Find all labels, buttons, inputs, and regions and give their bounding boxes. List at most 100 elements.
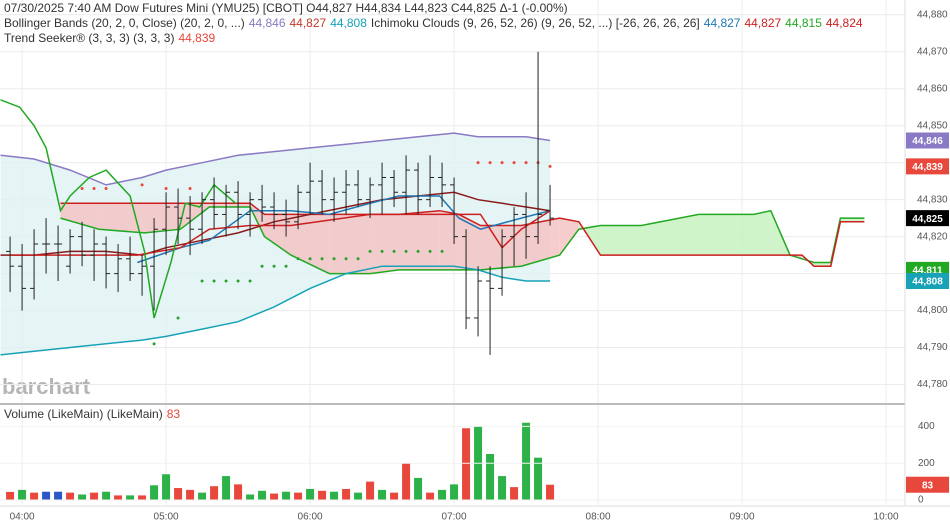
volume-bar bbox=[30, 492, 39, 500]
trend-dot bbox=[296, 257, 300, 261]
volume-bar bbox=[78, 494, 87, 500]
trend-dot bbox=[140, 183, 144, 187]
volume-bar bbox=[126, 495, 135, 500]
trend-dot bbox=[344, 257, 348, 261]
trend-dot bbox=[104, 187, 108, 191]
volume-bar bbox=[54, 491, 63, 500]
ohlc-bar bbox=[474, 266, 483, 337]
volume-bar bbox=[42, 491, 51, 500]
y-tick-label: 44,780 bbox=[917, 379, 948, 390]
legend-line: Bollinger Bands (20, 2, 0, Close) (20, 2… bbox=[4, 16, 867, 31]
price-badge-label: 44,808 bbox=[912, 277, 943, 288]
ohlc-bar bbox=[78, 221, 87, 267]
trend-dot bbox=[548, 164, 552, 168]
cloud-fill bbox=[559, 218, 579, 256]
ohlc-bar bbox=[162, 192, 171, 256]
x-tick-label: 05:00 bbox=[154, 512, 179, 523]
ohlc-bar bbox=[414, 162, 423, 215]
volume-legend: Volume (LikeMain) (LikeMain) 83 bbox=[4, 407, 184, 421]
volume-bar bbox=[522, 422, 531, 500]
ohlc-bar bbox=[18, 244, 27, 311]
volume-bar bbox=[222, 476, 231, 500]
trend-dot bbox=[428, 249, 432, 253]
ohlc-bar bbox=[270, 192, 279, 230]
cloud-fill bbox=[814, 262, 831, 267]
ohlc-bar bbox=[378, 162, 387, 215]
legend-line: 07/30/2025 7:40 AM Dow Futures Mini (YMU… bbox=[4, 1, 867, 16]
volume-bar bbox=[234, 484, 243, 500]
ohlc-bar bbox=[54, 225, 63, 281]
cloud-fill bbox=[840, 218, 865, 222]
watermark: barchart bbox=[2, 374, 91, 399]
volume-bar bbox=[186, 489, 195, 500]
ohlc-bar bbox=[186, 195, 195, 256]
volume-bar bbox=[66, 492, 75, 500]
volume-bar bbox=[270, 493, 279, 500]
trend-dot bbox=[248, 279, 252, 283]
y-tick-label: 44,860 bbox=[917, 83, 948, 94]
y-tick-label: 44,870 bbox=[917, 46, 948, 57]
legend-value: 44,839 bbox=[178, 31, 216, 45]
trend-dot bbox=[404, 249, 408, 253]
trend-dot bbox=[80, 187, 84, 191]
ohlc-bar bbox=[246, 192, 255, 237]
ohlc-bar bbox=[402, 155, 411, 215]
ohlc-bar bbox=[234, 181, 243, 230]
ohlc-bar bbox=[330, 177, 339, 222]
cloud-fill bbox=[264, 214, 291, 256]
ohlc-bar bbox=[90, 229, 99, 281]
cloud-fill bbox=[290, 214, 330, 274]
price-badge-label: 44,825 bbox=[912, 214, 943, 225]
volume-bar bbox=[450, 484, 459, 500]
legend-name: Volume (LikeMain) (LikeMain) bbox=[4, 407, 163, 421]
ohlc-bar bbox=[522, 192, 531, 259]
volume-bar bbox=[210, 486, 219, 500]
legend-value: 44,824 bbox=[825, 16, 863, 30]
ohlc-bar bbox=[66, 229, 75, 274]
volume-bar bbox=[18, 489, 27, 500]
y-tick-label: 44,800 bbox=[917, 305, 948, 316]
volume-bar bbox=[306, 488, 315, 500]
price-badge-label: 44,811 bbox=[912, 266, 942, 277]
ohlc-bar bbox=[30, 229, 39, 300]
cloud-fill bbox=[60, 203, 99, 230]
cloud-fill bbox=[329, 214, 371, 274]
cloud-fill bbox=[144, 203, 181, 233]
volume-bar bbox=[150, 485, 159, 500]
volume-bar bbox=[546, 484, 555, 500]
volume-bar bbox=[198, 492, 207, 500]
x-tick-label: 06:00 bbox=[298, 512, 323, 523]
volume-bar bbox=[294, 492, 303, 500]
trend-dot bbox=[272, 264, 276, 268]
ohlc-bar bbox=[342, 170, 351, 215]
legend-name: Bollinger Bands (20, 2, 0, Close) (20, 2… bbox=[4, 16, 245, 30]
volume-bar bbox=[390, 492, 399, 500]
indicator-line bbox=[0, 99, 237, 319]
legend-line: Trend Seeker® (3, 3, 3) (3, 3, 3) 44,839 bbox=[4, 31, 867, 46]
ohlc-bar bbox=[150, 218, 159, 311]
trend-dot bbox=[356, 257, 360, 261]
volume-bar bbox=[498, 476, 507, 500]
ohlc-bar bbox=[390, 170, 399, 208]
trend-dot bbox=[488, 161, 492, 165]
legend-value: 44,827 bbox=[703, 16, 741, 30]
y-tick-label: 44,830 bbox=[917, 194, 948, 205]
cloud-fill bbox=[370, 214, 399, 274]
cloud-fill bbox=[398, 210, 440, 270]
ohlc-bar bbox=[354, 170, 363, 208]
trend-dot bbox=[368, 249, 372, 253]
legend-value: 44,815 bbox=[785, 16, 822, 30]
ohlc-bar bbox=[294, 184, 303, 230]
volume-bar bbox=[486, 454, 495, 500]
cloud-fill bbox=[698, 214, 755, 256]
x-tick-label: 04:00 bbox=[10, 512, 35, 523]
cloud-span-a bbox=[60, 206, 865, 275]
ohlc-bar bbox=[438, 162, 447, 208]
ohlc-bar bbox=[42, 218, 51, 274]
ohlc-bar bbox=[546, 184, 555, 226]
ohlc-bar bbox=[534, 51, 543, 245]
volume-bar bbox=[330, 491, 339, 500]
band-upper bbox=[0, 132, 551, 186]
trend-dot bbox=[476, 161, 480, 165]
